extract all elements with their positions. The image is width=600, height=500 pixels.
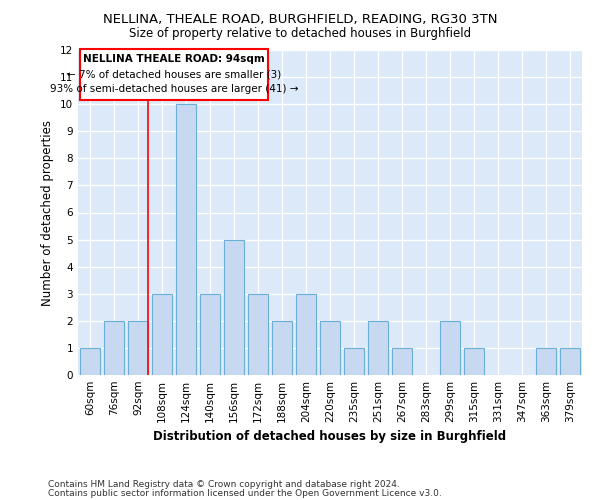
Bar [536, 348, 556, 375]
Text: Contains HM Land Registry data © Crown copyright and database right 2024.: Contains HM Land Registry data © Crown c… [48, 480, 400, 489]
Bar [560, 348, 580, 375]
Text: NELLINA, THEALE ROAD, BURGHFIELD, READING, RG30 3TN: NELLINA, THEALE ROAD, BURGHFIELD, READIN… [103, 12, 497, 26]
Text: Size of property relative to detached houses in Burghfield: Size of property relative to detached ho… [129, 28, 471, 40]
Bar [368, 321, 388, 375]
Bar [176, 104, 196, 375]
Y-axis label: Number of detached properties: Number of detached properties [41, 120, 55, 306]
Bar [320, 321, 340, 375]
Bar [440, 321, 460, 375]
Bar [248, 294, 268, 375]
X-axis label: Distribution of detached houses by size in Burghfield: Distribution of detached houses by size … [154, 430, 506, 444]
Bar [272, 321, 292, 375]
Text: ← 7% of detached houses are smaller (3): ← 7% of detached houses are smaller (3) [67, 70, 281, 80]
Bar [464, 348, 484, 375]
Bar [344, 348, 364, 375]
Text: NELLINA THEALE ROAD: 94sqm: NELLINA THEALE ROAD: 94sqm [83, 54, 265, 64]
Text: Contains public sector information licensed under the Open Government Licence v3: Contains public sector information licen… [48, 490, 442, 498]
Bar [296, 294, 316, 375]
Bar [104, 321, 124, 375]
Bar [80, 348, 100, 375]
Bar [128, 321, 148, 375]
Bar [392, 348, 412, 375]
Bar [200, 294, 220, 375]
FancyBboxPatch shape [80, 48, 268, 100]
Bar [224, 240, 244, 375]
Text: 93% of semi-detached houses are larger (41) →: 93% of semi-detached houses are larger (… [50, 84, 298, 94]
Bar [152, 294, 172, 375]
